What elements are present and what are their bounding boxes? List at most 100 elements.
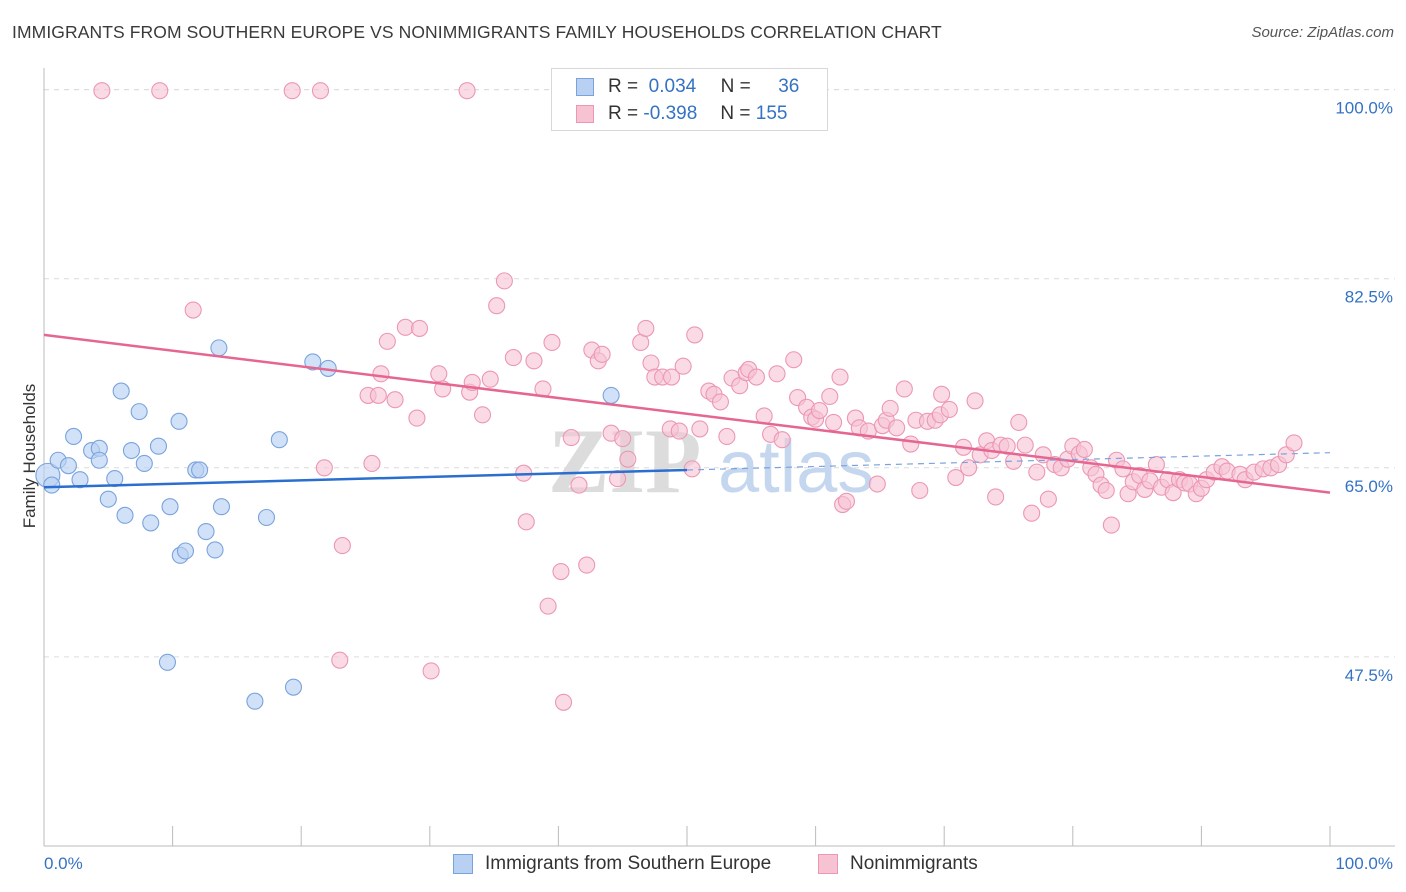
series-legend: Immigrants from Southern Europe Nonimmig…	[0, 851, 1406, 879]
nonimmigrants-point	[940, 400, 958, 419]
nonimmigrants-point	[691, 420, 709, 438]
nonimmigrants-point	[947, 468, 965, 487]
nonimmigrants-point	[458, 82, 476, 100]
chart-title: IMMIGRANTS FROM SOUTHERN EUROPE VS NONIM…	[12, 22, 942, 42]
nonimmigrants-point	[1016, 436, 1034, 454]
nonimmigrants-point	[539, 597, 557, 615]
nonimmigrants-point	[422, 662, 440, 680]
nonimmigrants-trend-line	[43, 333, 1331, 494]
legend-item-immigrants[interactable]: Immigrants from Southern Europe	[453, 853, 771, 875]
nonimmigrants-point	[333, 537, 351, 555]
nonimmigrants-point	[562, 428, 580, 447]
immigrants-point	[212, 498, 231, 516]
nonimmigrants-point	[686, 326, 704, 344]
nonimmigrants-point	[93, 82, 111, 100]
nonimmigrants-point	[674, 357, 692, 375]
y-tick-label: 65.0%	[1345, 477, 1393, 496]
trend-lines	[43, 333, 1331, 494]
y-tick-label: 100.0%	[1335, 99, 1393, 118]
nonimmigrants-point	[570, 476, 588, 494]
nonimmigrants-point	[543, 333, 561, 352]
immigrants-point	[602, 386, 620, 404]
immigrants-point	[90, 451, 108, 469]
nonimmigrants-point	[637, 319, 655, 337]
nonimmigrants-point	[408, 409, 426, 427]
immigrants-trend-line	[43, 468, 688, 489]
legend-label-nonimmigrants: Nonimmigrants	[850, 853, 978, 874]
nonimmigrants-point	[911, 481, 929, 500]
immigrants-point	[142, 514, 160, 532]
immigrants-point	[59, 457, 77, 475]
nonimmigrants-point	[619, 450, 637, 468]
immigrants-point	[284, 678, 303, 696]
legend-n-value: 36	[778, 76, 800, 97]
immigrants-point	[135, 454, 153, 473]
immigrants-point	[170, 412, 188, 430]
nonimmigrants-points	[93, 82, 1303, 711]
immigrants-point	[158, 653, 177, 671]
nonimmigrants-point	[1075, 440, 1093, 458]
nonimmigrants-point	[488, 297, 506, 315]
nonimmigrants-point	[902, 435, 920, 453]
immigrants-point	[43, 476, 61, 494]
nonimmigrants-point	[773, 431, 791, 449]
legend-row-immigrants: R = 0.034 N = 36	[576, 75, 799, 99]
nonimmigrants-point	[552, 562, 570, 581]
immigrants-point	[176, 542, 195, 560]
nonimmigrants-point	[315, 459, 333, 477]
nonimmigrants-point	[768, 365, 786, 383]
nonimmigrants-point	[1039, 490, 1057, 508]
immigrants-point	[112, 382, 130, 400]
nonimmigrants-point	[966, 392, 984, 410]
immigrants-point	[270, 431, 288, 449]
grid-lines	[44, 89, 1395, 658]
nonimmigrants-point	[386, 391, 404, 409]
legend-swatch-blue	[576, 78, 594, 96]
nonimmigrants-point	[642, 354, 660, 372]
axes	[43, 68, 1395, 847]
immigrants-points	[35, 339, 620, 710]
legend-item-nonimmigrants[interactable]: Nonimmigrants	[818, 853, 978, 875]
legend-n-label: N =	[720, 103, 751, 124]
nonimmigrants-point	[711, 393, 729, 411]
nonimmigrants-point	[933, 385, 951, 403]
legend-swatch-blue	[453, 854, 473, 874]
nonimmigrants-point	[895, 380, 913, 398]
nonimmigrants-point	[868, 475, 886, 493]
nonimmigrants-point	[1285, 434, 1303, 452]
immigrants-trend-extension	[686, 452, 1331, 471]
nonimmigrants-point	[473, 406, 492, 424]
nonimmigrants-point	[430, 365, 448, 383]
immigrants-point	[197, 523, 215, 541]
legend-row-nonimmigrants: R = -0.398 N = 155	[576, 102, 794, 126]
y-tick-label: 47.5%	[1345, 666, 1393, 685]
nonimmigrants-point	[363, 454, 381, 473]
nonimmigrants-point	[331, 651, 349, 669]
nonimmigrants-point	[614, 430, 632, 448]
immigrants-point	[116, 506, 134, 524]
nonimmigrants-point	[785, 351, 803, 369]
nonimmigrants-point	[670, 422, 688, 440]
legend-swatch-pink	[576, 105, 594, 123]
nonimmigrants-point	[960, 459, 978, 477]
legend-n-value: 155	[755, 103, 788, 124]
nonimmigrants-point	[481, 370, 499, 388]
nonimmigrants-point	[1023, 504, 1041, 522]
nonimmigrants-point	[311, 82, 330, 100]
legend-r-value: -0.398	[643, 103, 698, 124]
immigrants-point	[191, 461, 209, 479]
nonimmigrants-point	[184, 301, 202, 319]
immigrants-point	[122, 441, 140, 460]
immigrants-point	[206, 541, 224, 559]
nonimmigrants-point	[1097, 481, 1115, 500]
nonimmigrants-point	[1010, 413, 1028, 431]
immigrants-point	[106, 470, 124, 488]
immigrants-point	[99, 490, 117, 508]
immigrants-point	[65, 427, 83, 446]
tick-labels: 47.5% 65.0% 82.5% 100.0% 0.0% 100.0%	[44, 99, 1393, 873]
legend-label-immigrants: Immigrants from Southern Europe	[485, 853, 772, 874]
nonimmigrants-point	[747, 368, 765, 386]
nonimmigrants-point	[525, 352, 543, 370]
nonimmigrants-point	[578, 556, 596, 574]
